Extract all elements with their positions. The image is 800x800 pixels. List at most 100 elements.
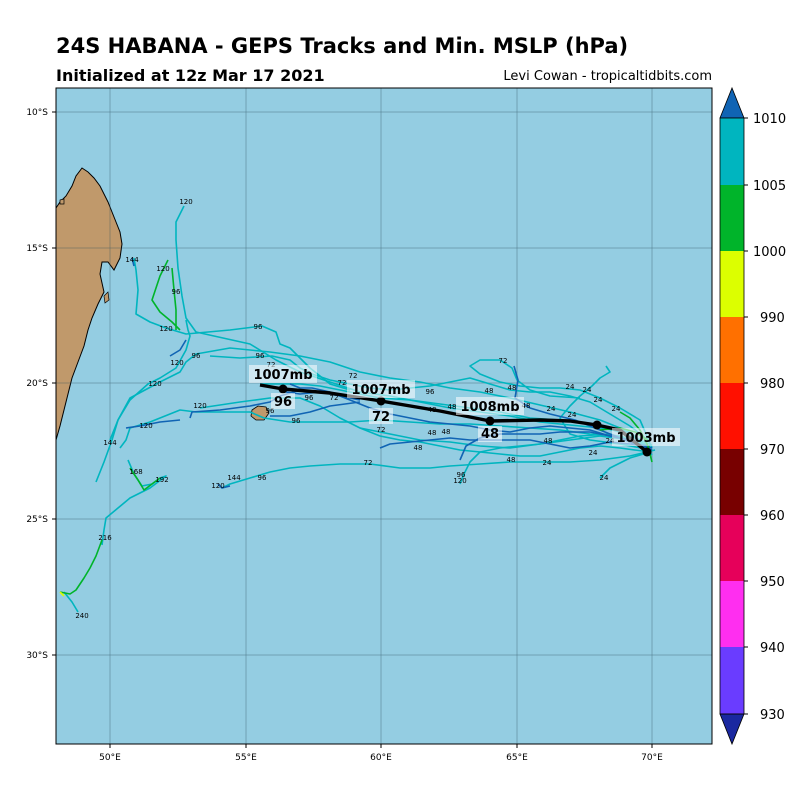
island-small <box>103 291 110 304</box>
map-frame <box>55 87 713 745</box>
member-track <box>599 451 651 479</box>
lat-tick-label: 20°S <box>26 379 48 389</box>
colorbar-label: 940 <box>760 641 785 656</box>
mean-mslp-label-3: 1007mb <box>253 368 312 383</box>
member-hour-label: 120 <box>211 482 224 490</box>
lat-axis: 10°S 15°S 20°S 25°S 30°S <box>26 108 56 661</box>
mean-track-point <box>642 447 652 457</box>
member-track <box>151 259 181 331</box>
member-hour-label: 48 <box>448 403 457 411</box>
member-hour-label: 48 <box>414 444 423 452</box>
member-hour-label: 24 <box>583 386 592 394</box>
lon-tick-label: 50°E <box>99 753 121 763</box>
member-track <box>221 449 656 489</box>
member-hour-label: 120 <box>148 380 161 388</box>
colorbar-label: 1010 <box>753 112 786 127</box>
colorbar-segment-980-990 <box>720 317 744 383</box>
member-hour-label: 120 <box>179 198 192 206</box>
label-background <box>347 380 415 398</box>
colorbar-segment-970-980 <box>720 383 744 449</box>
member-track <box>169 339 187 357</box>
member-hour-label: 24 <box>606 437 615 445</box>
label-background <box>456 397 524 415</box>
colorbar-label: 990 <box>760 311 785 326</box>
mean-track-point <box>485 416 495 426</box>
member-track <box>63 591 79 613</box>
member-hour-label: 48 <box>485 387 494 395</box>
init-time-subtitle: Initialized at 12z Mar 17 2021 <box>56 66 325 85</box>
lat-tick-label: 15°S <box>26 244 48 254</box>
member-hour-label: 48 <box>442 428 451 436</box>
member-hour-label: 24 <box>566 383 575 391</box>
colorbar-segment-960-970 <box>720 449 744 515</box>
member-hour-label: 96 <box>192 352 201 360</box>
member-hour-label: 120 <box>193 402 206 410</box>
member-hour-label: 120 <box>170 359 183 367</box>
colorbar-segment-990-1000 <box>720 251 744 317</box>
member-track <box>119 409 649 449</box>
member-hour-label: 168 <box>129 468 142 476</box>
member-track <box>133 257 351 391</box>
colorbar-label: 1000 <box>753 245 786 260</box>
member-hour-label: 24 <box>589 449 598 457</box>
mean-hour-label-96: 96 <box>274 395 292 410</box>
colorbar-label: 980 <box>760 377 785 392</box>
member-hour-label: 48 <box>522 402 531 410</box>
member-hour-label: 120 <box>159 325 172 333</box>
lon-tick-label: 60°E <box>370 753 392 763</box>
member-hour-label: 48 <box>544 437 553 445</box>
member-hour-label: 144 <box>125 256 139 264</box>
member-hour-labels: 120 144 120 96 120 96 120 96 96 120 72 7… <box>75 198 621 620</box>
colorbar-label: 950 <box>760 575 785 590</box>
member-track <box>459 431 651 461</box>
member-hour-label: 72 <box>364 459 373 467</box>
lon-axis: 50°E 55°E 60°E 65°E 70°E <box>99 744 663 763</box>
member-hour-label: 96 <box>457 471 466 479</box>
member-hour-label: 72 <box>349 372 358 380</box>
mslp-colorbar: 1010 1005 1000 990 980 970 960 950 940 9… <box>719 86 786 746</box>
member-hour-label: 96 <box>266 407 275 415</box>
reunion-island <box>250 405 270 421</box>
member-track <box>270 401 361 417</box>
member-track <box>559 365 653 451</box>
member-track <box>59 539 103 595</box>
label-background <box>478 426 502 442</box>
member-hour-label: 72 <box>499 357 508 365</box>
lon-tick-label: 65°E <box>506 753 528 763</box>
colorbar-bottom-extension <box>719 713 745 746</box>
mean-track-point <box>376 396 386 406</box>
member-hour-label: 96 <box>254 323 263 331</box>
member-hour-label: 72 <box>330 394 339 402</box>
member-track <box>175 205 651 451</box>
member-track <box>469 359 653 449</box>
colorbar-label: 960 <box>760 509 785 524</box>
mean-mslp-label-2: 1007mb <box>351 383 410 398</box>
member-track <box>171 267 177 330</box>
chart-title: 24S HABANA - GEPS Tracks and Min. MSLP (… <box>56 34 629 58</box>
credit-text: Levi Cowan - tropicaltidbits.com <box>503 69 712 84</box>
member-hour-label: 216 <box>98 534 112 542</box>
lon-tick-label: 55°E <box>235 753 257 763</box>
member-hour-label: 24 <box>612 405 621 413</box>
member-hour-label: 144 <box>103 439 117 447</box>
lat-tick-label: 30°S <box>26 651 48 661</box>
member-track <box>359 427 649 449</box>
colorbar-top-extension <box>719 86 745 119</box>
mean-mslp-label-1: 1008mb <box>460 400 519 415</box>
ensemble-tracks <box>59 205 656 613</box>
mean-hour-label-72: 72 <box>372 410 390 425</box>
member-hour-label: 48 <box>507 456 516 464</box>
colorbar-segment-930-940 <box>720 647 744 714</box>
member-hour-label: 120 <box>156 265 169 273</box>
mean-track-labels: 1003mb 1008mb 48 1007mb 72 1007mb 96 <box>249 365 680 446</box>
member-hour-label: 24 <box>600 474 609 482</box>
island-nosy-be <box>59 198 65 205</box>
label-background <box>249 365 317 383</box>
member-hour-label: 96 <box>292 417 301 425</box>
mean-hour-label-48: 48 <box>481 427 499 442</box>
madagascar-landmass <box>56 167 123 441</box>
member-hour-label: 48 <box>508 384 517 392</box>
colorbar-label: 970 <box>760 443 785 458</box>
colorbar-label: 930 <box>760 708 785 723</box>
